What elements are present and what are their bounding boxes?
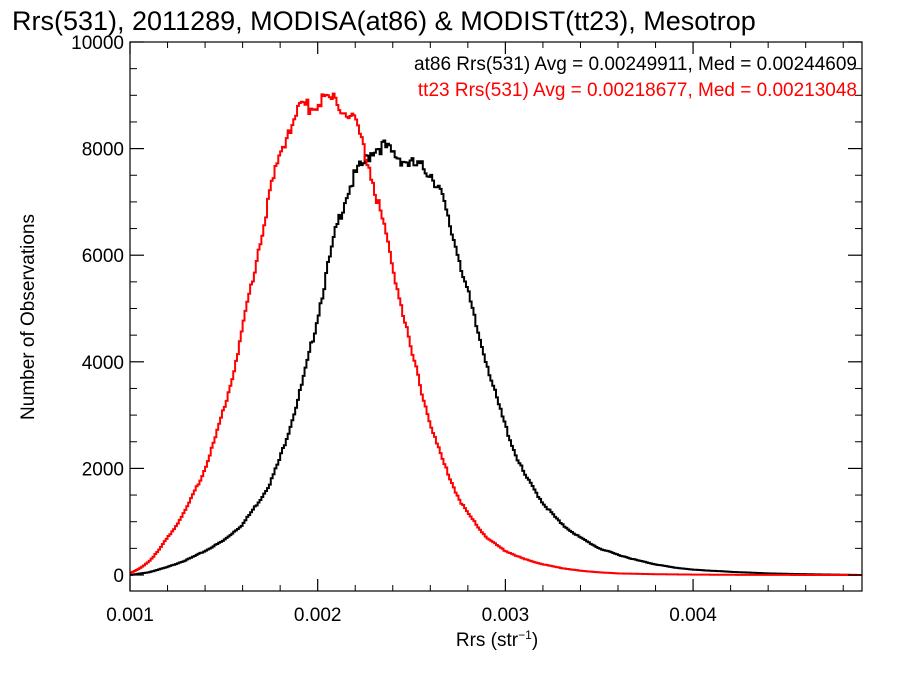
x-axis-label-main: Rrs (str	[456, 630, 519, 651]
annotation-tt23: tt23 Rrs(531) Avg = 0.00218677, Med = 0.…	[418, 80, 857, 101]
chart-title: Rrs(531), 2011289, MODISA(at86) & MODIST…	[12, 6, 756, 36]
x-axis-label-close: )	[532, 630, 538, 651]
series-line-1	[130, 92, 862, 577]
y-tick-label-2: 4000	[82, 353, 124, 374]
x-tick-label-3: 0.004	[669, 605, 717, 626]
y-tick-label-1: 2000	[82, 459, 124, 480]
x-tick-label-2: 0.003	[482, 605, 530, 626]
annotation-at86: at86 Rrs(531) Avg = 0.00249911, Med = 0.…	[414, 54, 857, 75]
y-tick-label-5: 10000	[71, 33, 124, 54]
y-tick-label-3: 6000	[82, 246, 124, 267]
plot-frame	[129, 41, 863, 592]
x-axis-label-superscript: −1	[518, 628, 532, 642]
y-axis-label: Number of Observations	[18, 214, 39, 420]
y-tick-label-4: 8000	[82, 140, 124, 161]
x-tick-label-1: 0.002	[294, 605, 342, 626]
x-tick-label-0: 0.001	[106, 605, 154, 626]
y-tick-label-0: 0	[113, 566, 124, 587]
plot-area	[130, 92, 862, 577]
series-line-0	[130, 139, 862, 576]
x-axis-label: Rrs (str−1)	[456, 628, 538, 651]
axes: 0.001 0.002 0.003 0.004 0 2000 4000 6000 8000 100…	[71, 33, 863, 626]
